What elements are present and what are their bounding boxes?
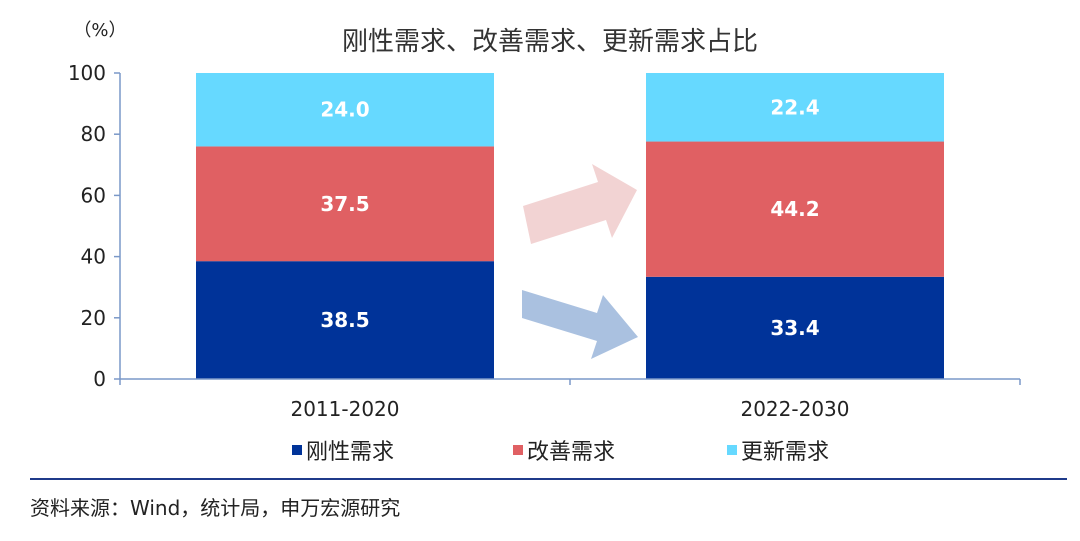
legend-swatch-2 — [513, 445, 523, 455]
y-tick-label: 0 — [93, 367, 106, 391]
y-tick-label: 80 — [81, 122, 106, 146]
x-tick-label: 2011-2020 — [290, 397, 399, 421]
trend-arrow-2 — [522, 290, 638, 359]
bar-segment-2-1 — [196, 146, 494, 262]
legend-label-1: 刚性需求 — [306, 440, 394, 465]
bar-segment-1-1 — [196, 261, 494, 379]
bar-segment-1-2 — [646, 276, 944, 379]
legend-label-2: 改善需求 — [527, 440, 615, 465]
source-divider — [30, 478, 1067, 480]
legend-swatch-1 — [292, 445, 302, 455]
data-label-2-1: 37.5 — [320, 192, 369, 216]
y-tick-label: 100 — [68, 61, 106, 85]
x-tick-label: 2022-2030 — [740, 397, 849, 421]
y-unit-label: （%） — [73, 20, 126, 41]
source-note: 资料来源：Wind，统计局，申万宏源研究 — [30, 496, 401, 520]
legend-swatch-3 — [727, 445, 737, 455]
trend-arrow-1 — [523, 164, 637, 244]
legend-label-3: 更新需求 — [741, 440, 829, 465]
data-label-3-1: 24.0 — [320, 98, 369, 122]
data-label-1-1: 38.5 — [320, 308, 369, 332]
y-tick-label: 20 — [81, 306, 106, 330]
data-label-3-2: 22.4 — [770, 95, 819, 119]
bar-segment-3-2 — [646, 73, 944, 142]
chart-title: 刚性需求、改善需求、更新需求占比 — [342, 27, 758, 57]
data-label-2-2: 44.2 — [770, 197, 819, 221]
bar-segment-2-2 — [646, 141, 944, 277]
y-tick-label: 60 — [81, 183, 106, 207]
data-label-1-2: 33.4 — [770, 316, 819, 340]
bar-segment-3-1 — [196, 73, 494, 147]
y-tick-label: 40 — [81, 245, 106, 269]
